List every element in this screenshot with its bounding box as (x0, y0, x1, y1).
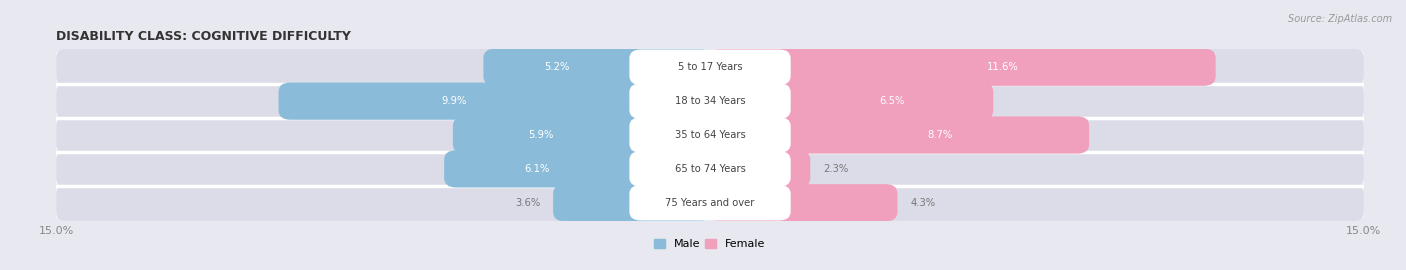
Bar (696, 125, 710, 145)
Text: 5.2%: 5.2% (544, 62, 569, 72)
Text: 75 Years and over: 75 Years and over (665, 198, 755, 208)
FancyBboxPatch shape (484, 49, 710, 86)
FancyBboxPatch shape (630, 49, 790, 85)
Text: 6.5%: 6.5% (879, 96, 904, 106)
FancyBboxPatch shape (630, 117, 790, 153)
FancyBboxPatch shape (710, 116, 1090, 154)
Text: 8.7%: 8.7% (928, 130, 953, 140)
Bar (710, 92, 724, 111)
Bar (710, 159, 724, 178)
Bar (696, 92, 710, 111)
FancyBboxPatch shape (710, 184, 897, 221)
Bar (696, 58, 710, 77)
Bar (56, 188, 1364, 218)
FancyBboxPatch shape (56, 150, 1364, 188)
Text: 4.3%: 4.3% (911, 198, 935, 208)
Bar (710, 193, 724, 212)
FancyBboxPatch shape (630, 151, 790, 187)
Text: 2.3%: 2.3% (824, 164, 849, 174)
FancyBboxPatch shape (553, 184, 710, 221)
Bar (56, 52, 1364, 82)
FancyBboxPatch shape (630, 185, 790, 221)
Text: 3.6%: 3.6% (515, 198, 540, 208)
Text: 11.6%: 11.6% (987, 62, 1019, 72)
FancyBboxPatch shape (56, 49, 1364, 86)
Bar (710, 58, 724, 77)
Text: DISABILITY CLASS: COGNITIVE DIFFICULTY: DISABILITY CLASS: COGNITIVE DIFFICULTY (56, 30, 352, 43)
Text: 6.1%: 6.1% (524, 164, 550, 174)
Text: 65 to 74 Years: 65 to 74 Years (675, 164, 745, 174)
Bar (56, 154, 1364, 184)
Text: Source: ZipAtlas.com: Source: ZipAtlas.com (1288, 14, 1392, 23)
Bar (696, 159, 710, 178)
FancyBboxPatch shape (453, 116, 710, 154)
FancyBboxPatch shape (56, 82, 1364, 120)
Bar (56, 120, 1364, 150)
FancyBboxPatch shape (278, 82, 710, 120)
Text: 35 to 64 Years: 35 to 64 Years (675, 130, 745, 140)
FancyBboxPatch shape (630, 83, 790, 119)
FancyBboxPatch shape (56, 184, 1364, 221)
Bar (710, 125, 724, 145)
Bar (56, 86, 1364, 116)
FancyBboxPatch shape (710, 150, 810, 188)
FancyBboxPatch shape (444, 150, 710, 188)
FancyBboxPatch shape (710, 49, 1216, 86)
FancyBboxPatch shape (56, 116, 1364, 154)
Legend: Male, Female: Male, Female (650, 235, 770, 254)
Text: 5.9%: 5.9% (529, 130, 554, 140)
Text: 9.9%: 9.9% (441, 96, 467, 106)
Bar (696, 193, 710, 212)
Text: 18 to 34 Years: 18 to 34 Years (675, 96, 745, 106)
FancyBboxPatch shape (710, 82, 993, 120)
Text: 5 to 17 Years: 5 to 17 Years (678, 62, 742, 72)
